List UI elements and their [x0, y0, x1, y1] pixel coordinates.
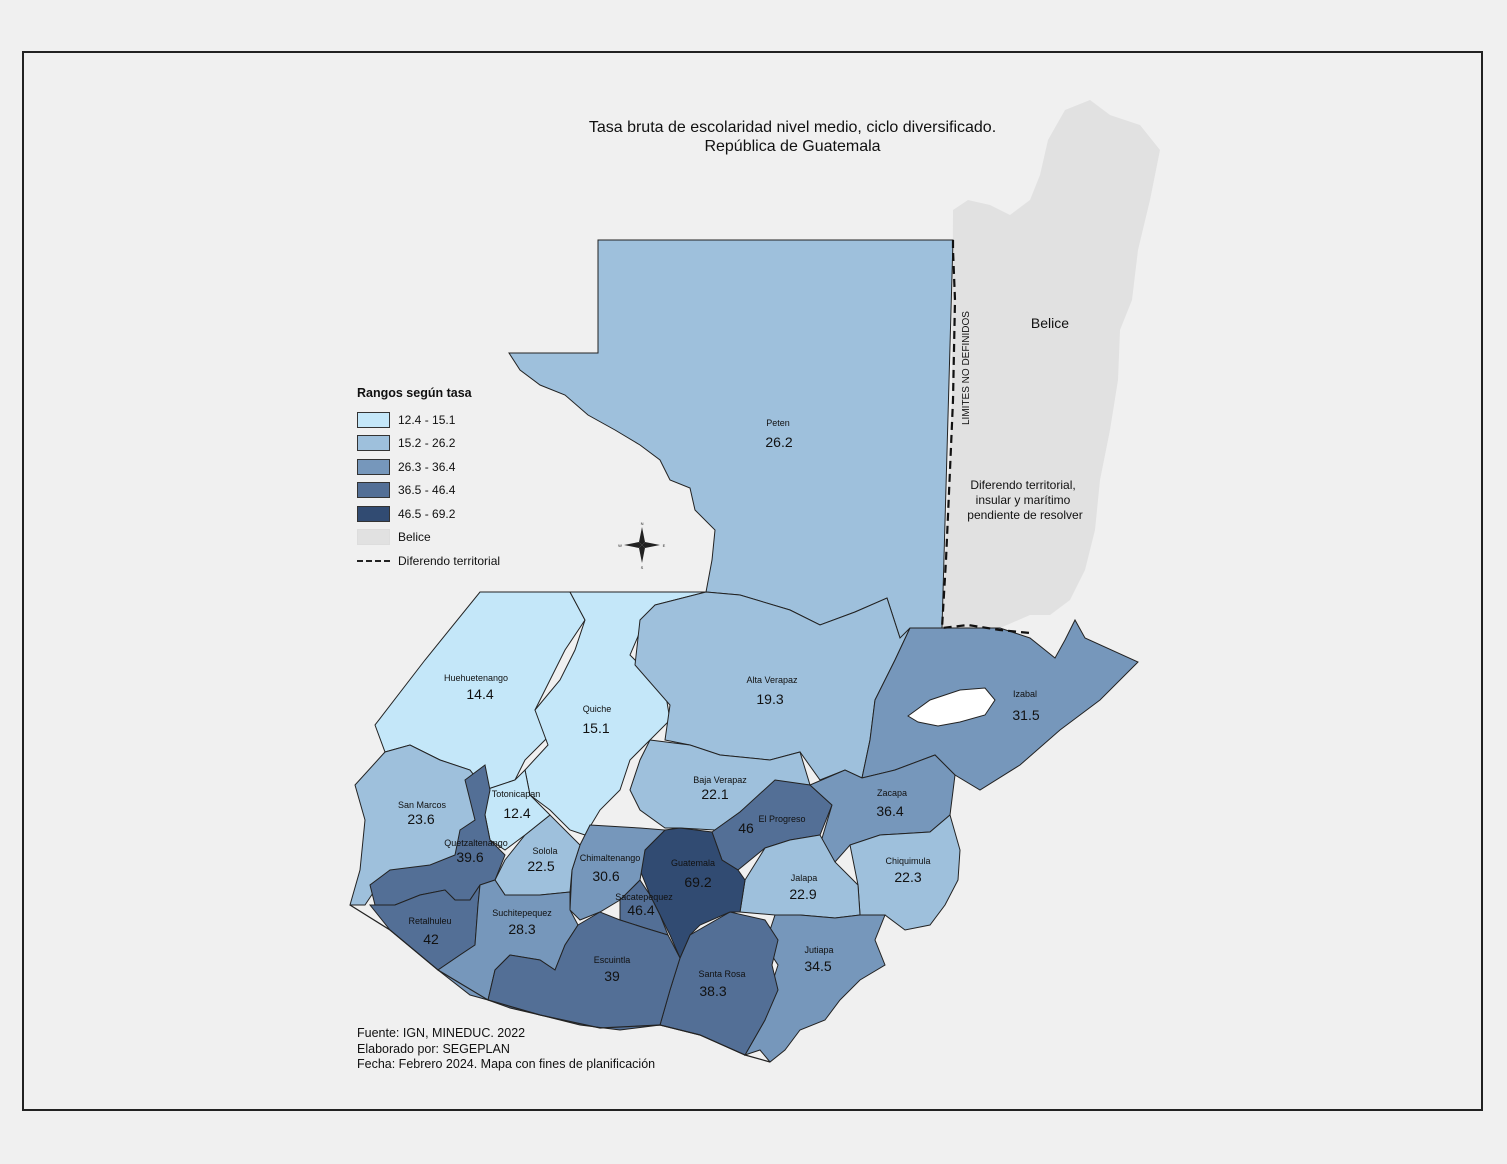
value-guatemala: 69.2 — [684, 874, 711, 890]
label-izabal: Izabal — [1013, 689, 1037, 699]
district-izabal[interactable] — [861, 618, 1139, 791]
district-quiche[interactable] — [524, 591, 707, 836]
district-peten[interactable] — [508, 239, 954, 639]
disputed-border — [940, 240, 1031, 635]
svg-text:S: S — [641, 565, 644, 570]
value-retalhuleu: 42 — [423, 931, 439, 947]
map-title: Tasa bruta de escolaridad nivel medio, c… — [588, 119, 997, 136]
legend-dashed-line — [357, 560, 390, 562]
value-solola: 22.5 — [527, 858, 554, 874]
legend-title: Rangos según tasa — [357, 386, 472, 400]
credits-source: Fuente: IGN, MINEDUC. 2022 — [357, 1026, 526, 1040]
label-quiche: Quiche — [583, 704, 612, 714]
label-el-progreso: El Progreso — [758, 814, 805, 824]
label-quetzaltenango: Quetzaltenango — [444, 838, 508, 848]
undefined-limits-label: LIMITES NO DEFINIDOS — [961, 311, 972, 425]
value-zacapa: 36.4 — [876, 803, 903, 819]
legend-swatch — [357, 482, 390, 498]
district-guatemala[interactable] — [639, 827, 746, 960]
legend-item: 12.4 - 15.1 — [357, 411, 455, 429]
legend-label: 36.5 - 46.4 — [398, 483, 456, 497]
legend-swatch — [357, 459, 390, 475]
legend-swatch — [357, 435, 390, 451]
pacific-coastline — [349, 904, 771, 1063]
map-frame — [22, 51, 1483, 1111]
legend-swatch — [357, 412, 390, 428]
credits-date: Fecha: Febrero 2024. Mapa con fines de p… — [357, 1057, 656, 1071]
dispute-note-line2: insular y marítimo — [976, 493, 1071, 507]
value-izabal: 31.5 — [1012, 707, 1039, 723]
label-peten: Peten — [766, 418, 790, 428]
label-chiquimula: Chiquimula — [885, 856, 930, 866]
legend-swatch — [357, 506, 390, 522]
value-quiche: 15.1 — [582, 720, 609, 736]
legend-item: 26.3 - 36.4 — [357, 458, 455, 476]
label-totonicapan: Totonicapan — [492, 789, 541, 799]
value-escuintla: 39 — [604, 968, 620, 984]
credits-author: Elaborado por: SEGEPLAN — [357, 1042, 510, 1056]
label-jalapa: Jalapa — [791, 873, 818, 883]
legend-item: Diferendo territorial — [357, 552, 500, 570]
value-chiquimula: 22.3 — [894, 869, 921, 885]
svg-text:W: W — [618, 543, 622, 548]
legend-label: 12.4 - 15.1 — [398, 413, 456, 427]
legend-item: 46.5 - 69.2 — [357, 505, 455, 523]
label-guatemala: Guatemala — [671, 858, 715, 868]
district-escuintla[interactable] — [487, 911, 681, 1031]
label-santa-rosa: Santa Rosa — [698, 969, 745, 979]
value-peten: 26.2 — [765, 434, 792, 450]
label-alta-verapaz: Alta Verapaz — [746, 675, 798, 685]
legend-label: 15.2 - 26.2 — [398, 436, 456, 450]
value-chimaltenango: 30.6 — [592, 868, 619, 884]
label-sacatepequez: Sacatepequez — [615, 892, 673, 902]
value-jutiapa: 34.5 — [804, 958, 831, 974]
value-totonicapan: 12.4 — [503, 805, 530, 821]
label-jutiapa: Jutiapa — [804, 945, 833, 955]
dispute-note-line3: pendiente de resolver — [967, 508, 1082, 522]
legend-label: 46.5 - 69.2 — [398, 507, 456, 521]
value-alta-verapaz: 19.3 — [756, 691, 783, 707]
label-retalhuleu: Retalhuleu — [408, 916, 451, 926]
svg-text:E: E — [663, 543, 666, 548]
dispute-note-line1: Diferendo territorial, — [970, 478, 1075, 492]
value-jalapa: 22.9 — [789, 886, 816, 902]
legend-swatch — [357, 529, 390, 545]
label-chimaltenango: Chimaltenango — [580, 853, 641, 863]
value-el-progreso: 46 — [738, 820, 754, 836]
value-huehuetenango: 14.4 — [466, 686, 493, 702]
value-santa-rosa: 38.3 — [699, 983, 726, 999]
value-san-marcos: 23.6 — [407, 811, 434, 827]
belize-label: Belice — [1031, 315, 1069, 331]
value-baja-verapaz: 22.1 — [701, 786, 728, 802]
label-huehuetenango: Huehuetenango — [444, 673, 508, 683]
label-suchitepequez: Suchitepequez — [492, 908, 552, 918]
legend-item: 36.5 - 46.4 — [357, 481, 455, 499]
label-solola: Solola — [532, 846, 557, 856]
legend-label: 26.3 - 36.4 — [398, 460, 456, 474]
compass-icon: N S W E — [618, 521, 666, 570]
belize-region — [942, 100, 1160, 628]
label-escuintla: Escuintla — [594, 955, 631, 965]
value-sacatepequez: 46.4 — [627, 902, 654, 918]
label-baja-verapaz: Baja Verapaz — [693, 775, 747, 785]
legend-label: Diferendo territorial — [398, 554, 501, 568]
legend-label: Belice — [398, 530, 431, 544]
label-san-marcos: San Marcos — [398, 800, 447, 810]
map-subtitle: República de Guatemala — [704, 138, 881, 155]
value-quetzaltenango: 39.6 — [456, 849, 483, 865]
label-zacapa: Zacapa — [877, 788, 907, 798]
lake-izabal — [907, 687, 996, 727]
legend-item: 15.2 - 26.2 — [357, 434, 455, 452]
svg-text:N: N — [641, 521, 644, 526]
value-suchitepequez: 28.3 — [508, 921, 535, 937]
legend-item: Belice — [357, 528, 431, 546]
